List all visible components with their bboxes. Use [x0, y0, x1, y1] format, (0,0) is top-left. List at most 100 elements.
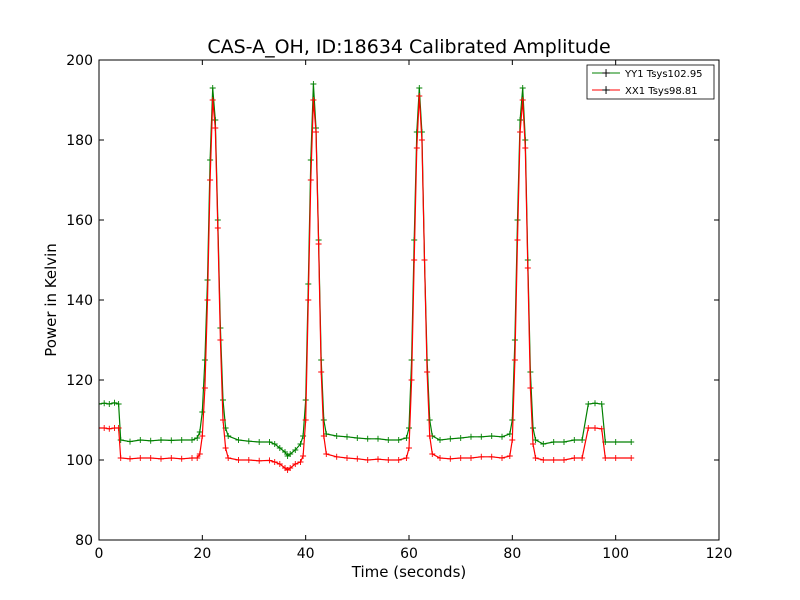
data-point	[115, 401, 122, 407]
legend-label-xx1: XX1 Tsys98.81	[625, 86, 698, 97]
data-point	[408, 377, 415, 383]
data-point	[287, 451, 294, 457]
y-tick-label: 120	[66, 373, 93, 389]
data-point	[271, 459, 278, 465]
data-point	[178, 437, 185, 443]
data-point	[375, 456, 381, 463]
data-point	[313, 129, 319, 135]
data-point	[561, 439, 567, 445]
data-point	[416, 85, 423, 91]
y-tick-label: 80	[75, 533, 93, 549]
y-tick-label: 140	[66, 293, 93, 309]
data-point	[137, 455, 144, 461]
data-point	[106, 425, 113, 432]
x-tick-label: 80	[503, 546, 521, 562]
x-axis-label: Time (seconds)	[351, 563, 467, 581]
data-point	[506, 453, 513, 459]
data-point	[214, 225, 221, 231]
data-point	[168, 437, 175, 444]
data-point	[540, 441, 547, 447]
series-line-1	[99, 95, 632, 471]
data-point	[385, 457, 392, 463]
data-point	[178, 455, 185, 462]
data-point	[117, 437, 124, 443]
data-point	[413, 145, 420, 151]
data-point	[194, 455, 201, 461]
data-point	[403, 435, 410, 441]
data-point	[519, 85, 526, 91]
data-point	[99, 425, 102, 431]
data-point	[310, 81, 317, 87]
data-point	[318, 369, 325, 375]
data-point	[517, 117, 524, 123]
data-point	[524, 265, 531, 271]
data-point	[468, 433, 474, 440]
data-point	[413, 129, 420, 135]
data-point	[158, 437, 164, 443]
data-point	[488, 433, 495, 439]
data-point	[333, 453, 340, 460]
data-point	[478, 433, 485, 440]
data-point	[509, 437, 516, 443]
data-point	[271, 441, 278, 447]
data-point	[292, 461, 299, 467]
data-point	[506, 431, 513, 437]
data-point	[571, 455, 578, 461]
data-point	[305, 297, 312, 303]
data-point	[300, 453, 307, 459]
data-point	[418, 137, 425, 143]
data-point	[245, 438, 252, 445]
data-point	[276, 445, 283, 451]
data-point	[499, 455, 505, 461]
data-point	[354, 435, 361, 441]
data-point	[530, 441, 536, 447]
data-point	[189, 437, 195, 443]
data-point	[395, 457, 402, 463]
data-point	[598, 401, 605, 407]
data-point	[194, 435, 201, 441]
data-point	[158, 455, 164, 462]
data-point	[127, 455, 133, 462]
data-point	[115, 425, 122, 431]
data-point	[499, 433, 505, 440]
data-point	[585, 425, 592, 431]
data-point	[101, 425, 108, 431]
data-point	[127, 438, 133, 445]
data-point	[416, 93, 423, 99]
data-point	[532, 437, 539, 443]
data-point	[225, 455, 232, 461]
data-point	[209, 85, 216, 91]
legend-marker-yy1: +	[601, 66, 611, 80]
data-point	[426, 433, 433, 439]
data-point	[571, 437, 578, 443]
data-point	[592, 400, 598, 407]
data-point	[344, 433, 350, 440]
data-point	[457, 455, 464, 461]
data-point	[411, 257, 418, 263]
data-point	[364, 435, 371, 442]
data-point	[147, 437, 154, 444]
data-point	[447, 435, 454, 442]
data-point	[429, 451, 436, 457]
chart-title: CAS-A_OH, ID:18634 Calibrated Amplitude	[207, 36, 610, 58]
data-point	[364, 457, 371, 463]
data-point	[457, 435, 464, 441]
data-point	[522, 145, 529, 151]
data-point	[527, 385, 534, 391]
data-point	[628, 439, 635, 445]
data-point	[375, 435, 381, 442]
data-point	[199, 433, 206, 439]
data-point	[333, 433, 340, 439]
data-point	[225, 433, 232, 439]
data-point	[297, 459, 304, 465]
data-point	[395, 437, 402, 443]
data-point	[532, 455, 539, 461]
data-point	[447, 455, 454, 462]
data-point	[266, 439, 273, 445]
data-point	[437, 455, 443, 461]
data-point	[292, 447, 299, 453]
data-point	[307, 177, 314, 183]
data-point	[196, 451, 203, 457]
y-tick-label: 160	[66, 213, 93, 229]
